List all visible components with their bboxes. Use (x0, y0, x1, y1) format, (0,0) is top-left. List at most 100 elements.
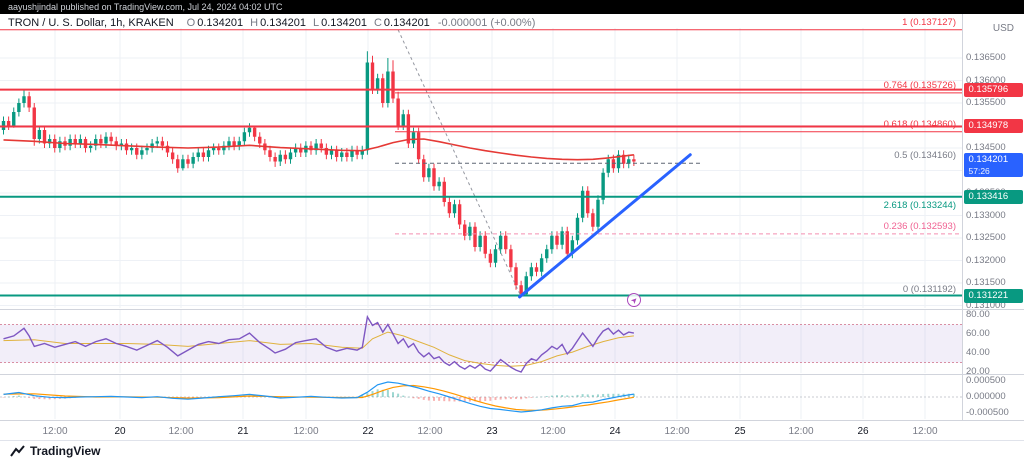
candle-body (283, 154, 288, 160)
candle-body (258, 136, 262, 144)
macd-histogram-bar (540, 396, 543, 398)
candle-body (529, 267, 534, 277)
chart-legend: TRON / U. S. Dollar, 1h, KRAKEN O 0.13420… (8, 17, 535, 29)
macd-histogram-bar (392, 392, 394, 397)
candle-body (186, 159, 190, 164)
candle-body (401, 114, 405, 126)
macd-histogram-bar (597, 394, 599, 397)
candle-body (145, 148, 149, 151)
fib-connector-line[interactable] (397, 29, 522, 298)
candle-body (580, 190, 585, 218)
macd-histogram-bar (463, 397, 466, 402)
rsi-band (0, 324, 962, 363)
candle-body (411, 132, 416, 144)
macd-histogram-bar (576, 394, 579, 397)
candle-body (498, 235, 503, 250)
candle-body (32, 107, 36, 139)
candle-body (268, 150, 272, 157)
macd-histogram-bar (402, 395, 405, 397)
macd-histogram-bar (550, 395, 553, 397)
macd-histogram-bar (28, 397, 31, 398)
macd-histogram-bar (632, 393, 635, 397)
brand-name: TradingView (30, 444, 101, 458)
candle-body (247, 127, 252, 133)
candle-body (309, 145, 313, 151)
candle-body (42, 130, 47, 144)
candle-body (94, 139, 98, 146)
macd-line (3, 381, 634, 413)
candle-body (427, 168, 431, 178)
candle-body (616, 154, 621, 169)
candle-body (627, 159, 631, 164)
macd-histogram-bar (489, 397, 492, 401)
macd-histogram-bar (617, 393, 620, 397)
macd-histogram-bar (12, 396, 15, 397)
candle-body (104, 136, 108, 144)
moving-average-line[interactable] (3, 138, 635, 161)
macd-histogram-bar (361, 394, 364, 397)
symbol-title[interactable]: TRON / U. S. Dollar, 1h, KRAKEN (8, 17, 174, 29)
tradingview-logo[interactable]: TradingView (10, 444, 100, 458)
candle-body (483, 235, 487, 254)
macd-histogram-bar (192, 397, 195, 398)
macd-histogram-bar (38, 397, 41, 400)
open-value: 0.134201 (197, 17, 244, 29)
macd-histogram-bar (458, 397, 461, 402)
candle-body (181, 159, 185, 169)
macd-histogram-bar (433, 397, 435, 401)
candle-body (391, 71, 395, 99)
candle-body (273, 157, 277, 162)
candle-body (422, 159, 426, 178)
candle-body (452, 204, 457, 214)
candle-body (570, 240, 575, 254)
candle-body (155, 141, 159, 144)
candle-body (129, 148, 134, 151)
macd-histogram-bar (479, 397, 482, 402)
candle-body (68, 139, 72, 146)
macd-histogram-bar (197, 397, 200, 398)
macd-histogram-bar (366, 393, 369, 397)
candle-body (463, 224, 467, 236)
candle-body (447, 202, 452, 214)
macd-histogram-bar (33, 397, 36, 399)
publish-info-bar: aayushjindal published on TradingView.co… (0, 0, 1024, 14)
candle-body (488, 253, 493, 263)
macd-signal-line (3, 384, 634, 412)
currency-label: USD (992, 23, 1014, 34)
candle-body (6, 121, 11, 126)
candle-body (432, 168, 436, 187)
macd-histogram-bar (443, 397, 446, 402)
candle-body (473, 226, 477, 247)
macd-histogram-bar (525, 397, 528, 399)
change-value: -0.000001 (+0.00%) (437, 17, 536, 29)
macd-histogram-bar (17, 395, 20, 397)
candle-body (621, 154, 626, 164)
close-value: 0.134201 (383, 17, 430, 29)
candle-body (437, 181, 441, 187)
candle-body (565, 231, 569, 254)
candle-body (237, 141, 241, 146)
trend-line[interactable] (518, 153, 692, 299)
macd-histogram-bar (607, 393, 610, 397)
candle-body (345, 152, 349, 157)
candle-body (406, 114, 411, 144)
candle-body (160, 141, 165, 146)
candle-body (416, 132, 421, 160)
macd-histogram-bar (2, 397, 5, 398)
candle-body (550, 235, 554, 250)
candle-body (340, 152, 344, 157)
macd-histogram-bar (504, 397, 507, 400)
high-label: H (250, 17, 259, 29)
macd-histogram-bar (494, 397, 497, 401)
macd-histogram-bar (422, 397, 425, 400)
candle-body (468, 226, 472, 236)
macd-histogram-bar (566, 395, 569, 397)
candle-body (386, 71, 390, 103)
candle-body (88, 145, 93, 148)
macd-histogram-bar (581, 394, 584, 397)
ohlc-values: O 0.134201 H 0.134201 L 0.134201 C 0.134201 … (182, 17, 536, 29)
candle-body (165, 145, 170, 153)
candle-body (560, 231, 564, 245)
